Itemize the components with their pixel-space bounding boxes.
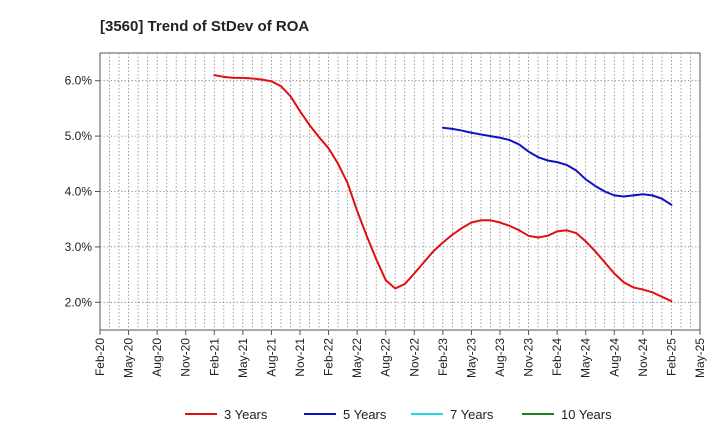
y-tick-label: 3.0%: [65, 240, 93, 254]
grid-x: [109, 53, 691, 330]
x-tick-label: Feb-25: [664, 338, 678, 376]
x-tick-label: Aug-24: [607, 338, 621, 377]
x-tick-label: May-20: [122, 338, 136, 378]
y-axis: 2.0% 3.0% 4.0% 5.0% 6.0%: [65, 74, 100, 309]
plot-area: [99, 52, 701, 331]
legend-label: 10 Years: [561, 407, 612, 422]
x-tick-label: May-25: [693, 338, 707, 378]
x-tick-label: May-21: [236, 338, 250, 378]
series-layer: [213, 74, 673, 303]
legend: 3 Years 5 Years 7 Years 10 Years: [185, 407, 612, 422]
legend-label: 7 Years: [450, 407, 494, 422]
x-tick-label: Aug-22: [379, 338, 393, 377]
x-tick-label: Aug-20: [150, 338, 164, 377]
x-tick-label: Feb-24: [550, 338, 564, 376]
x-tick-label: Nov-20: [179, 338, 193, 377]
x-tick-label: Nov-23: [522, 338, 536, 377]
x-tick-label: Aug-21: [264, 338, 278, 377]
legend-label: 3 Years: [224, 407, 268, 422]
x-tick-label: Nov-24: [636, 338, 650, 377]
chart-title: [3560] Trend of StDev of ROA: [100, 18, 309, 35]
x-tick-label: Nov-22: [407, 338, 421, 377]
series-line-5-years: [441, 126, 673, 206]
x-tick-label: May-22: [350, 338, 364, 378]
y-tick-label: 2.0%: [65, 295, 93, 309]
x-tick-label: Feb-23: [436, 338, 450, 376]
x-tick-label: Feb-21: [207, 338, 221, 376]
y-tick-label: 5.0%: [65, 129, 93, 143]
x-tick-label: May-23: [464, 338, 478, 378]
x-tick-label: Feb-22: [322, 338, 336, 376]
legend-label: 5 Years: [343, 407, 387, 422]
x-tick-label: Aug-23: [493, 338, 507, 377]
y-tick-label: 6.0%: [65, 74, 93, 88]
series-line-3-years: [213, 74, 673, 303]
y-tick-label: 4.0%: [65, 185, 93, 199]
x-tick-label: Feb-20: [93, 338, 107, 376]
x-tick-label: Nov-21: [293, 338, 307, 377]
x-axis: Feb-20 May-20 Aug-20 Nov-20 Feb-21 May-21 Aug-…: [93, 330, 707, 378]
x-tick-label: May-24: [579, 338, 593, 378]
